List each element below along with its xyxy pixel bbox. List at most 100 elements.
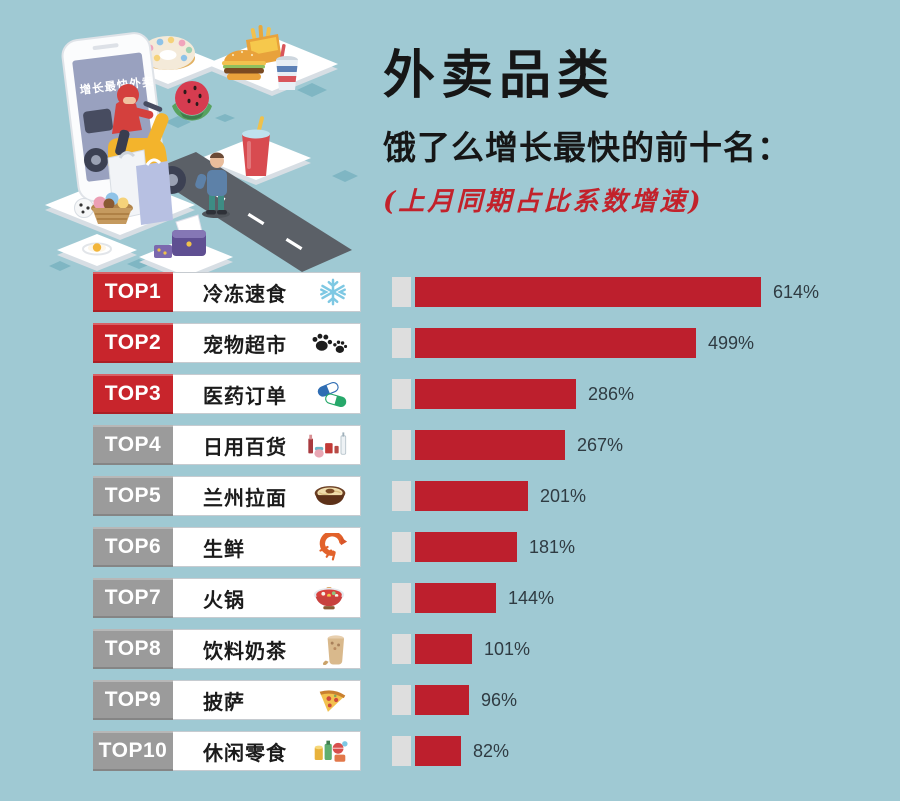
category-box: 医药订单 <box>173 374 361 414</box>
bar-base-segment <box>392 481 411 511</box>
page-note: (上月同期占比系数增速) <box>383 187 704 218</box>
shrimp-icon <box>316 533 348 561</box>
bar <box>415 685 469 715</box>
category-box: 日用百货 <box>173 425 361 465</box>
ranking-chart: TOP1 冷冻速食 614% TOP2 宠物超市 <box>93 272 819 782</box>
customer-figure <box>195 152 230 218</box>
capsule-icon <box>314 380 348 408</box>
rank-badge: TOP7 <box>93 578 173 618</box>
bar-base-segment <box>392 685 411 715</box>
rank-label: TOP2 <box>104 331 162 354</box>
category-label: 饮料奶茶 <box>203 640 287 663</box>
rank-label: TOP3 <box>104 382 162 405</box>
bar-base-segment <box>392 277 411 307</box>
category-box: 生鲜 <box>173 527 361 567</box>
bar-track: 101% <box>392 634 530 664</box>
bar-value-label: 614% <box>773 281 820 302</box>
bar-track: 144% <box>392 583 554 613</box>
rank-label: TOP7 <box>104 586 162 609</box>
bar <box>415 532 517 562</box>
bar-track: 96% <box>392 685 517 715</box>
purple-parcel <box>154 214 206 258</box>
category-box: 火锅 <box>173 578 361 618</box>
food-basket <box>74 192 133 224</box>
rank-badge: TOP4 <box>93 425 173 465</box>
bar <box>415 328 696 358</box>
category-box: 冷冻速食 <box>173 272 361 312</box>
rank-badge: TOP10 <box>93 731 173 771</box>
bar <box>415 379 576 409</box>
bar-base-segment <box>392 328 411 358</box>
category-label: 宠物超市 <box>203 334 287 357</box>
fast-food-set <box>222 25 298 90</box>
bar-value-label: 82% <box>473 740 510 761</box>
page-title: 外卖品类 <box>383 47 616 105</box>
rank-badge: TOP6 <box>93 527 173 567</box>
juice-cup <box>242 116 270 176</box>
page-subtitle: 饿了么增长最快的前十名： <box>383 129 791 167</box>
bar-base-segment <box>392 634 411 664</box>
category-box: 饮料奶茶 <box>173 629 361 669</box>
rank-badge: TOP3 <box>93 374 173 414</box>
watermelon <box>172 81 213 121</box>
rank-row: TOP5 兰州拉面 201% <box>93 476 819 516</box>
category-label: 披萨 <box>203 691 245 714</box>
bar <box>415 430 565 460</box>
rank-badge: TOP8 <box>93 629 173 669</box>
hotpot-icon <box>310 585 348 612</box>
category-box: 披萨 <box>173 680 361 720</box>
snacks-icon <box>312 737 348 765</box>
bar-track: 267% <box>392 430 623 460</box>
rank-row: TOP3 医药订单 286% <box>93 374 819 414</box>
rank-label: TOP10 <box>98 739 168 762</box>
milk-tea-icon <box>320 634 348 665</box>
bar-value-label: 201% <box>540 485 587 506</box>
category-label: 医药订单 <box>203 385 287 408</box>
bar-base-segment <box>392 532 411 562</box>
bar-track: 201% <box>392 481 586 511</box>
floating-tiles <box>49 83 358 271</box>
bar-value-label: 144% <box>508 587 555 608</box>
rank-row: TOP1 冷冻速食 614% <box>93 272 819 312</box>
rank-label: TOP6 <box>104 535 162 558</box>
snowflake-icon <box>318 277 348 307</box>
bar-value-label: 499% <box>708 332 755 353</box>
rank-label: TOP4 <box>104 433 162 456</box>
category-box: 兰州拉面 <box>173 476 361 516</box>
pizza-icon <box>317 686 348 714</box>
paw-prints-icon <box>310 330 348 356</box>
rank-row: TOP4 日用百货 267% <box>93 425 819 465</box>
bar-value-label: 286% <box>588 383 635 404</box>
bar-value-label: 96% <box>481 689 518 710</box>
bar-base-segment <box>392 583 411 613</box>
category-label: 日用百货 <box>203 436 287 459</box>
rank-row: TOP8 饮料奶茶 101% <box>93 629 819 669</box>
rank-row: TOP9 披萨 96% <box>93 680 819 720</box>
rank-badge: TOP9 <box>93 680 173 720</box>
rank-label: TOP9 <box>104 688 162 711</box>
delivery-illustration: 增长最快外卖 <box>45 25 358 281</box>
bar-value-label: 267% <box>577 434 624 455</box>
rank-label: TOP5 <box>104 484 162 507</box>
toiletries-icon <box>306 431 348 459</box>
bar <box>415 634 472 664</box>
rank-badge: TOP5 <box>93 476 173 516</box>
donut <box>141 36 195 70</box>
bar-track: 82% <box>392 736 509 766</box>
bar <box>415 481 528 511</box>
rank-row: TOP2 宠物超市 499% <box>93 323 819 363</box>
bar <box>415 277 761 307</box>
category-label: 兰州拉面 <box>203 487 287 510</box>
bar-base-segment <box>392 430 411 460</box>
bar-track: 286% <box>392 379 634 409</box>
bar-value-label: 101% <box>484 638 531 659</box>
rank-row: TOP10 休闲零食 82% <box>93 731 819 771</box>
category-label: 冷冻速食 <box>203 283 287 306</box>
rank-label: TOP8 <box>104 637 162 660</box>
rank-row: TOP6 生鲜 181% <box>93 527 819 567</box>
bar-value-label: 181% <box>529 536 576 557</box>
header: 外卖品类 饿了么增长最快的前十名： (上月同期占比系数增速) <box>383 47 883 218</box>
bar-track: 499% <box>392 328 754 358</box>
bar <box>415 583 496 613</box>
